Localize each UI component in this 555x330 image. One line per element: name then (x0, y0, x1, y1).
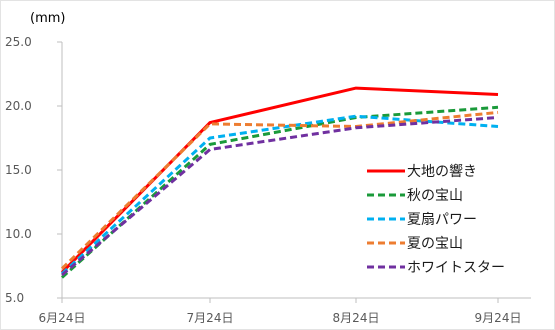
x-tick-label: 9月24日 (475, 311, 522, 325)
axes (61, 42, 531, 299)
x-axis-ticks: 6月24日 7月24日 8月24日 9月24日 (39, 298, 522, 325)
series-line-5 (61, 116, 499, 277)
y-tick-label: 5.0 (5, 291, 24, 305)
y-tick-label: 20.0 (5, 99, 32, 113)
series-line-2 (60, 105, 499, 279)
legend-label: ホワイトスター (407, 260, 505, 276)
legend-label: 夏扇パワー (407, 212, 477, 228)
legend-label: 夏の宝山 (407, 236, 463, 252)
y-axis-ticks: 25.0 20.0 15.0 10.0 5.0 (5, 35, 62, 305)
x-tick-label: 7月24日 (187, 311, 234, 325)
legend-label: 大地の響き (407, 163, 477, 180)
x-tick-label: 6月24日 (39, 311, 86, 325)
y-axis-unit-label: (mm) (30, 11, 65, 26)
y-tick-label: 10.0 (5, 227, 32, 241)
x-tick-label: 8月24日 (333, 311, 380, 325)
series-lines (60, 86, 499, 279)
y-tick-label: 15.0 (5, 163, 32, 177)
legend-label: 秋の宝山 (407, 188, 463, 204)
y-tick-label: 25.0 (5, 35, 32, 49)
series-line-4 (60, 110, 499, 270)
